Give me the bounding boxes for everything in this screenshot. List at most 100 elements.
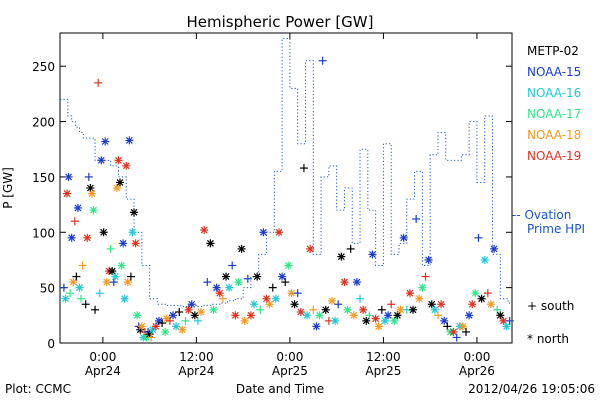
north-point-noaa-16: [128, 228, 137, 237]
south-point-noaa-17: [256, 305, 265, 314]
south-point-noaa-18: [78, 261, 87, 270]
north-point-noaa-15: [64, 172, 73, 181]
north-point-noaa-15: [312, 322, 321, 331]
chart-title: Hemispheric Power [GW]: [187, 13, 374, 31]
legend-entry-noaa-17: NOAA-17: [527, 107, 581, 121]
north-point-noaa-16: [250, 300, 259, 309]
north-point-noaa-15: [368, 250, 377, 259]
north-point-noaa-17: [471, 289, 480, 298]
north-point-noaa-15: [465, 311, 474, 320]
north-point-metp-02: [237, 244, 246, 253]
north-point-noaa-17: [209, 305, 218, 314]
legend: METP-02 NOAA-15 NOAA-16 NOAA-17 NOAA-18 NOAA-…: [512, 44, 585, 346]
north-point-metp-02: [130, 208, 139, 217]
north-point-metp-02: [253, 272, 262, 281]
north-point-noaa-16: [61, 294, 70, 303]
north-point-noaa-17: [284, 261, 293, 270]
north-point-noaa-19: [405, 289, 414, 298]
south-point-noaa-15: [505, 316, 514, 325]
north-point-noaa-16: [303, 311, 312, 320]
north-point-noaa-15: [424, 255, 433, 264]
north-point-noaa-19: [200, 226, 209, 235]
north-point-noaa-16: [502, 322, 511, 331]
north-point-noaa-15: [259, 228, 268, 237]
north-point-noaa-19: [437, 300, 446, 309]
south-point-noaa-15: [203, 278, 212, 287]
plot-area: 0501001502002500:00Apr2412:00Apr240:00Ap…: [32, 32, 514, 378]
south-point-noaa-15: [59, 283, 68, 292]
north-point-noaa-18: [374, 322, 383, 331]
north-point-noaa-15: [73, 203, 82, 212]
north-point-metp-02: [116, 178, 125, 187]
north-point-noaa-16: [430, 305, 439, 314]
south-point-noaa-15: [109, 278, 118, 287]
x-axis-label: Date and Time: [236, 382, 324, 396]
south-point-noaa-18: [218, 294, 227, 303]
south-point-metp-02: [175, 308, 184, 316]
north-point-noaa-17: [133, 311, 142, 320]
x-tick-label: Apr26: [459, 364, 495, 378]
south-point-noaa-19: [94, 78, 103, 87]
north-point-metp-02: [477, 294, 486, 303]
north-point-noaa-19: [274, 228, 283, 237]
north-point-noaa-19: [215, 289, 224, 298]
north-point-noaa-18: [458, 322, 467, 331]
north-point-noaa-19: [83, 233, 92, 242]
north-point-noaa-18: [415, 294, 424, 303]
north-point-noaa-15: [67, 233, 76, 242]
x-tick-label: 12:00: [179, 350, 214, 364]
north-point-metp-02: [221, 272, 230, 281]
north-point-noaa-15: [490, 244, 499, 253]
north-point-noaa-16: [75, 283, 84, 292]
south-point-metp-02: [158, 319, 167, 328]
legend-marker-south: + south: [527, 299, 574, 313]
north-point-noaa-17: [418, 283, 427, 292]
legend-entry-ovation-line2: Prime HPI: [527, 222, 585, 236]
y-tick-label: 0: [47, 337, 55, 351]
south-point-noaa-17: [77, 294, 86, 303]
south-point-noaa-19: [70, 217, 79, 226]
legend-entry-metp-02: METP-02: [527, 44, 579, 58]
south-point-noaa-15: [84, 172, 93, 181]
north-point-noaa-19: [359, 305, 368, 314]
y-axis-label: P [GW]: [1, 167, 15, 209]
south-point-noaa-19: [421, 272, 430, 281]
north-point-metp-02: [290, 300, 299, 309]
south-point-noaa-15: [228, 261, 237, 270]
x-tick-label: 0:00: [463, 350, 490, 364]
north-point-noaa-18: [197, 308, 206, 316]
south-point-noaa-15: [452, 333, 461, 342]
north-point-noaa-19: [340, 278, 349, 287]
north-point-noaa-16: [271, 294, 280, 303]
north-point-noaa-18: [137, 322, 146, 331]
timestamp-label: 2012/04/26 19:05:06: [468, 382, 595, 396]
y-tick-label: 150: [32, 171, 55, 185]
axis-frame: [59, 32, 513, 344]
north-point-noaa-15: [97, 156, 106, 165]
north-point-noaa-16: [225, 283, 234, 292]
north-point-noaa-19: [114, 156, 123, 165]
south-point-noaa-17: [365, 311, 374, 320]
y-tick-label: 50: [40, 282, 55, 296]
south-point-metp-02: [91, 305, 100, 314]
south-point-noaa-16: [193, 316, 202, 325]
north-point-noaa-16: [480, 255, 489, 264]
south-point-noaa-15: [474, 233, 483, 242]
south-point-noaa-17: [106, 244, 115, 253]
y-tick-label: 250: [32, 60, 55, 74]
x-tick-label: Apr25: [365, 364, 401, 378]
north-point-noaa-19: [371, 314, 380, 323]
north-point-noaa-18: [178, 325, 187, 334]
north-point-noaa-19: [468, 300, 477, 309]
north-point-noaa-15: [101, 137, 110, 146]
north-point-metp-02: [427, 300, 436, 309]
north-point-noaa-15: [169, 311, 177, 320]
north-point-noaa-19: [63, 189, 72, 198]
south-point-noaa-18: [147, 333, 156, 342]
north-point-metp-02: [409, 305, 418, 314]
north-point-noaa-19: [449, 327, 458, 336]
plot-source-label: Plot: CCMC: [5, 382, 71, 396]
north-point-noaa-15: [119, 239, 128, 248]
x-tick-label: 0:00: [276, 350, 303, 364]
